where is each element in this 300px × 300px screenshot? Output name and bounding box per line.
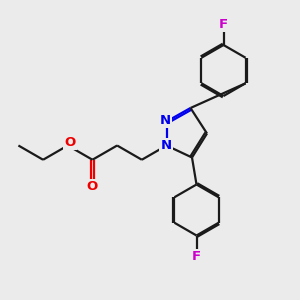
- Text: O: O: [64, 136, 76, 149]
- Text: F: F: [192, 250, 201, 263]
- Text: N: N: [160, 139, 172, 152]
- Text: O: O: [87, 180, 98, 193]
- Text: F: F: [219, 17, 228, 31]
- Text: N: N: [159, 113, 171, 127]
